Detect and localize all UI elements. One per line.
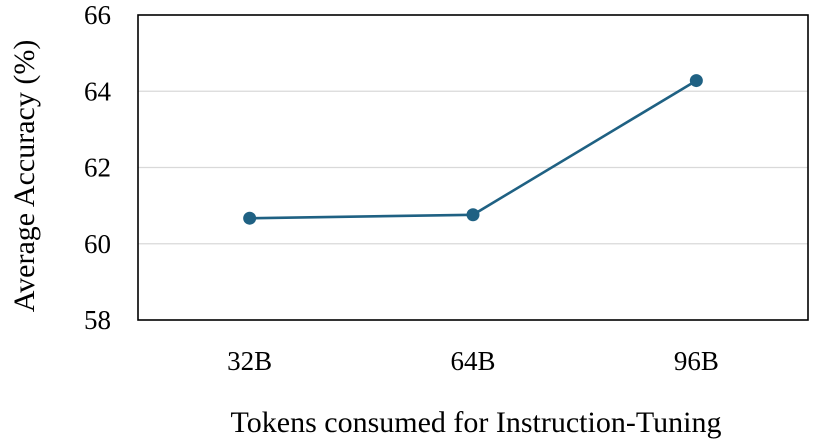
y-tick-label: 60 [84, 229, 111, 259]
series-layer [243, 74, 703, 225]
y-tick-labels: 58 60 62 64 66 [84, 0, 112, 335]
x-tick-label: 64B [450, 346, 495, 376]
y-tick-label: 66 [84, 0, 111, 30]
gridlines [138, 90, 808, 245]
data-point [689, 74, 703, 88]
x-tick-label: 32B [227, 346, 272, 376]
x-tick-labels: 32B 64B 96B [227, 346, 719, 376]
series-line [249, 79, 698, 220]
data-point [243, 211, 257, 225]
plot-frame [137, 14, 809, 321]
x-axis-title: Tokens consumed for Instruction-Tuning [231, 406, 722, 439]
y-axis-title: Average Accuracy (%) [8, 40, 41, 313]
x-tick-label: 96B [674, 346, 719, 376]
y-tick-label: 64 [84, 76, 112, 106]
y-tick-label: 62 [84, 153, 111, 183]
y-tick-label: 58 [84, 305, 111, 335]
data-point [466, 208, 480, 222]
